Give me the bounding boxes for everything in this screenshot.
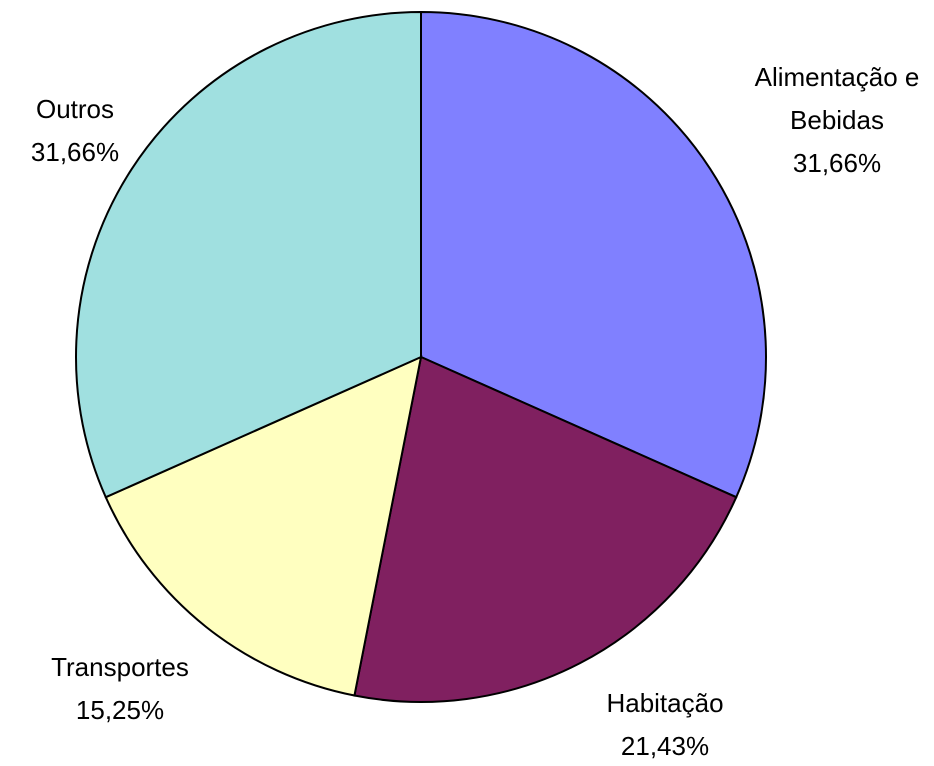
pie-slice [75, 10, 422, 499]
slice-label: Outros 31,66% [0, 88, 195, 174]
value-label: 15,25% [75, 695, 165, 725]
pie-slice [420, 10, 767, 499]
category-label: Alimentação e Bebidas [754, 62, 920, 135]
value-label: 31,66% [30, 137, 120, 167]
pie-slice [104, 355, 423, 697]
category-label: Habitação [606, 688, 724, 718]
value-label: 31,66% [792, 148, 882, 178]
slice-label: Alimentação e Bebidas 31,66% [722, 56, 934, 185]
value-label: 21,43% [620, 731, 710, 761]
category-label: Outros [35, 94, 115, 124]
slice-label: Transportes 15,25% [0, 646, 240, 732]
slice-label: Habitação 21,43% [545, 682, 785, 766]
category-label: Transportes [51, 652, 189, 682]
pie-slice [353, 355, 738, 703]
